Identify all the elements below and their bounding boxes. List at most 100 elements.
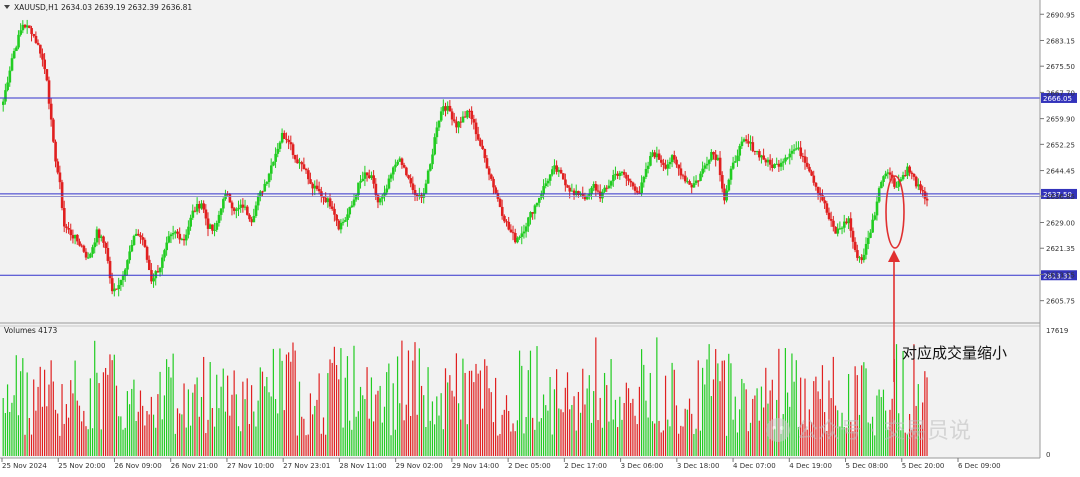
candle-body [34, 35, 38, 43]
volume-bar [675, 405, 678, 456]
candle-body [293, 154, 297, 160]
candle-body [686, 181, 689, 183]
candle-body [638, 192, 641, 194]
volume-bar [708, 344, 710, 456]
volume-bar [497, 435, 499, 456]
candle-body [117, 285, 121, 290]
candle-body [744, 139, 748, 142]
volume-bar [240, 431, 242, 456]
candle-body [834, 226, 837, 234]
candle-body [679, 168, 683, 176]
candle-body [132, 235, 136, 245]
volume-bar [438, 415, 440, 456]
volume-bar [828, 380, 830, 456]
candle-body [235, 209, 238, 211]
candle-body [729, 168, 733, 180]
volume-bar [492, 422, 495, 456]
candle-body [182, 238, 186, 241]
candle-body [899, 179, 903, 182]
candle-body [82, 245, 86, 252]
volume-bar [586, 388, 588, 456]
candle-body [49, 103, 53, 120]
volume-bar [146, 411, 148, 456]
volume-bar [521, 365, 523, 456]
candle-body [147, 259, 151, 271]
candle-body [418, 195, 421, 197]
volume-bar [845, 427, 848, 456]
candle-body [176, 231, 179, 234]
candle-body [542, 186, 545, 195]
volume-bar [194, 384, 196, 456]
volume-bar [606, 385, 608, 456]
volume-bar [501, 414, 503, 456]
volume-bar [144, 425, 146, 456]
volume-bar [536, 346, 538, 456]
y-tick-label: 2613.55 [1046, 271, 1075, 279]
candle-body [858, 257, 861, 259]
volume-bar [608, 421, 610, 456]
candle-body [402, 164, 406, 168]
candle-body [572, 190, 576, 195]
volume-bar [410, 415, 412, 456]
volume-bar [257, 400, 259, 456]
volume-bar [830, 398, 832, 456]
volume-bar [656, 337, 658, 456]
volume-bar [48, 384, 50, 456]
candle-body [873, 215, 877, 220]
candle-body [906, 166, 909, 176]
volume-bar [667, 419, 669, 456]
candle-body [313, 185, 317, 189]
volume-bar [266, 376, 268, 456]
candle-body [692, 183, 696, 188]
candle-body [291, 144, 295, 155]
candle-body [459, 121, 463, 123]
candle-body [849, 218, 853, 231]
volume-bar [85, 426, 87, 456]
candle-body [448, 105, 452, 112]
candle-body [551, 169, 554, 175]
volume-bar [124, 427, 126, 456]
candle-body [812, 175, 816, 183]
candle-body [740, 141, 744, 147]
candle-body [10, 58, 14, 71]
candle-body [588, 193, 591, 196]
volume-bar [924, 371, 926, 456]
candle-body [866, 237, 870, 244]
candle-body [749, 142, 752, 144]
candle-body [269, 165, 273, 174]
volume-bar [915, 405, 917, 456]
horizontal-levels: 2666.05 2637.50 2613.31 [0, 92, 1077, 281]
candle-body [204, 209, 208, 219]
volume-bar [449, 375, 451, 456]
volume-bar [39, 366, 41, 456]
candle-body [287, 139, 291, 143]
candle-body [622, 171, 626, 175]
candle-body [246, 206, 249, 215]
candle-body [43, 59, 46, 70]
y-tick-label: 2605.75 [1046, 298, 1075, 306]
candle-body [21, 24, 25, 31]
candle-body [67, 228, 70, 230]
volume-bar [488, 388, 490, 456]
volume-bar [760, 386, 763, 456]
volume-bar [699, 430, 702, 456]
volume-bar [416, 414, 418, 456]
volume-bar [525, 417, 527, 456]
candle-body [699, 173, 702, 181]
volume-bar [895, 344, 898, 456]
volume-bar [418, 348, 420, 456]
volume-bar [187, 389, 189, 456]
candle-body [799, 147, 803, 157]
candle-body [413, 189, 417, 195]
candle-body [230, 202, 234, 209]
volume-bar [682, 426, 684, 456]
candle-body [527, 217, 530, 227]
volume-bar [471, 370, 473, 456]
candle-body [860, 257, 864, 261]
candle-body [703, 165, 707, 169]
volume-bar [837, 410, 839, 456]
dropdown-triangle-icon[interactable] [4, 5, 10, 9]
candle-body [429, 164, 432, 171]
volume-bar [388, 363, 390, 456]
candle-body [174, 231, 177, 234]
